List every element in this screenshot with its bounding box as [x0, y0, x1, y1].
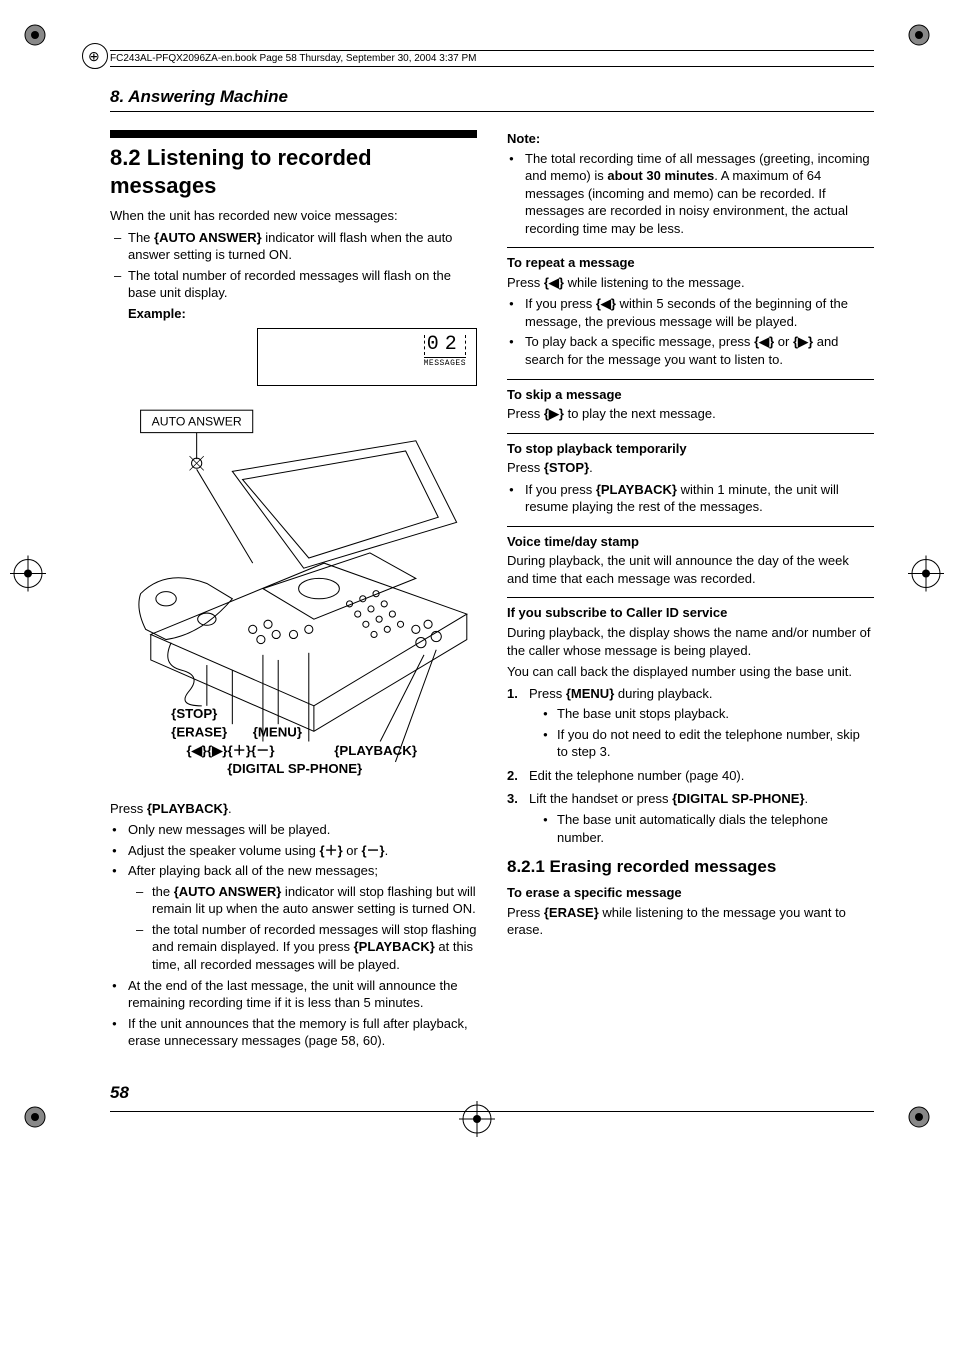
- footer-rule: [110, 1111, 874, 1112]
- stop-heading: To stop playback temporarily: [507, 440, 874, 458]
- list-item: the {AUTO ANSWER} indicator will stop fl…: [128, 883, 477, 918]
- divider: [507, 247, 874, 248]
- list-item: Adjust the speaker volume using {＋} or {…: [110, 842, 477, 860]
- stamp-heading: Voice time/day stamp: [507, 533, 874, 551]
- divider: [507, 433, 874, 434]
- section-title: 8.2 Listening to recorded messages: [110, 144, 477, 199]
- svg-text:{MENU}: {MENU}: [253, 725, 302, 740]
- list-item: To play back a specific message, press {…: [507, 333, 874, 368]
- list-item: If you press {◀} within 5 seconds of the…: [507, 295, 874, 330]
- skip-heading: To skip a message: [507, 386, 874, 404]
- list-item: At the end of the last message, the unit…: [110, 977, 477, 1012]
- left-column: 8.2 Listening to recorded messages When …: [110, 130, 477, 1053]
- cid-heading: If you subscribe to Caller ID service: [507, 604, 874, 622]
- list-item: 2.Edit the telephone number (page 40).: [507, 767, 874, 785]
- cid-text-2: You can call back the displayed number u…: [507, 663, 874, 681]
- svg-text:{DIGITAL SP-PHONE}: {DIGITAL SP-PHONE}: [227, 761, 362, 776]
- header-text: FC243AL-PFQX2096ZA-en.book Page 58 Thurs…: [110, 53, 477, 64]
- chapter-title: 8. Answering Machine: [110, 87, 874, 112]
- list-item: The total number of recorded messages wi…: [110, 267, 477, 302]
- display-digits: 02: [424, 335, 466, 355]
- display-label: MESSAGES: [424, 357, 466, 368]
- erase-section-title: 8.2.1 Erasing recorded messages: [507, 856, 874, 878]
- list-item: 1.Press {MENU} during playback. The base…: [507, 685, 874, 761]
- section-bar: [110, 130, 477, 138]
- intro-text: When the unit has recorded new voice mes…: [110, 207, 477, 225]
- divider: [507, 526, 874, 527]
- erase-text: Press {ERASE} while listening to the mes…: [507, 904, 874, 939]
- divider: [507, 597, 874, 598]
- example-label: Example:: [110, 305, 477, 323]
- svg-text:{ERASE}: {ERASE}: [171, 725, 227, 740]
- list-item: After playing back all of the new messag…: [110, 862, 477, 973]
- repeat-text: Press {◀} while listening to the message…: [507, 274, 874, 292]
- repeat-heading: To repeat a message: [507, 254, 874, 272]
- list-item: the total number of recorded messages wi…: [128, 921, 477, 974]
- list-item: If you press {PLAYBACK} within 1 minute,…: [507, 481, 874, 516]
- list-item: The base unit stops playback.: [529, 705, 874, 723]
- running-header: FC243AL-PFQX2096ZA-en.book Page 58 Thurs…: [110, 50, 874, 67]
- right-column: Note: The total recording time of all me…: [507, 130, 874, 1053]
- erase-heading: To erase a specific message: [507, 884, 874, 902]
- stamp-text: During playback, the unit will announce …: [507, 552, 874, 587]
- svg-text:{STOP}: {STOP}: [171, 706, 217, 721]
- svg-text:{◀}{▶}{＋}{－}: {◀}{▶}{＋}{－}: [186, 743, 274, 758]
- list-item: 3.Lift the handset or press {DIGITAL SP-…: [507, 790, 874, 846]
- list-item: The base unit automatically dials the te…: [529, 811, 874, 846]
- list-item: If the unit announces that the memory is…: [110, 1015, 477, 1050]
- cid-text-1: During playback, the display shows the n…: [507, 624, 874, 659]
- list-item: If you do not need to edit the telephone…: [529, 726, 874, 761]
- device-illustration: AUTO ANSWER: [110, 400, 477, 787]
- skip-text: Press {▶} to play the next message.: [507, 405, 874, 423]
- stop-text: Press {STOP}.: [507, 459, 874, 477]
- press-playback: Press {PLAYBACK}.: [110, 800, 477, 818]
- divider: [507, 379, 874, 380]
- auto-answer-label: AUTO ANSWER: [152, 415, 242, 429]
- list-item: The {AUTO ANSWER} indicator will flash w…: [110, 229, 477, 264]
- lcd-display-example: 02 MESSAGES: [257, 328, 477, 386]
- svg-text:{PLAYBACK}: {PLAYBACK}: [334, 743, 417, 758]
- note-label: Note:: [507, 130, 874, 148]
- list-item: The total recording time of all messages…: [507, 150, 874, 238]
- page-number: 58: [110, 1083, 874, 1103]
- list-item: Only new messages will be played.: [110, 821, 477, 839]
